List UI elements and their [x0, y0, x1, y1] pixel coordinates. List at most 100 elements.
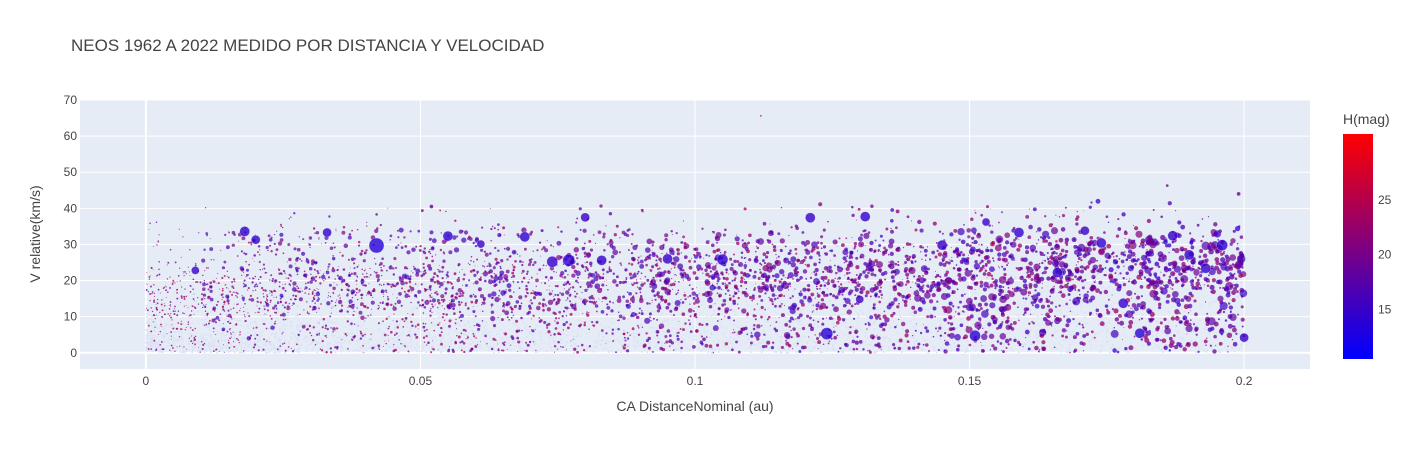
cloud-point: [388, 316, 391, 319]
cloud-point: [876, 350, 879, 353]
cloud-point: [490, 239, 492, 242]
cloud-point: [1213, 345, 1216, 348]
cloud-point: [339, 350, 342, 353]
cloud-point: [612, 302, 614, 304]
cloud-point: [153, 299, 155, 302]
cloud-point: [278, 281, 281, 284]
cloud-point: [205, 304, 207, 306]
cloud-point: [738, 339, 741, 342]
cloud-point: [152, 334, 155, 337]
cloud-point: [416, 307, 418, 309]
cloud-point: [874, 320, 877, 323]
cloud-point: [236, 337, 238, 340]
cloud-point: [1133, 226, 1139, 231]
cloud-point: [581, 328, 584, 331]
cloud-point: [225, 312, 228, 315]
cloud-point: [1003, 318, 1006, 321]
cloud-point: [529, 331, 531, 334]
cloud-point: [382, 293, 384, 295]
cloud-point: [462, 328, 466, 332]
cloud-point: [1180, 284, 1184, 288]
cloud-point: [898, 302, 900, 305]
cloud-point: [525, 284, 528, 288]
cloud-point: [733, 323, 736, 326]
cloud-point: [146, 309, 149, 312]
cloud-point: [889, 340, 892, 343]
cloud-point: [1162, 323, 1165, 326]
cloud-point: [630, 333, 632, 335]
cloud-point: [365, 332, 368, 335]
cloud-point: [276, 323, 279, 326]
cloud-point: [780, 349, 782, 352]
cloud-point: [451, 319, 454, 321]
cloud-point: [649, 316, 651, 319]
cloud-point: [628, 331, 631, 334]
cloud-point: [964, 293, 966, 296]
cloud-point: [700, 350, 703, 352]
cloud-point: [1179, 312, 1181, 315]
cloud-point: [850, 349, 853, 352]
cloud-point: [772, 317, 775, 319]
cloud-point: [896, 332, 899, 335]
cloud-point: [717, 340, 720, 343]
cloud-point: [653, 294, 657, 297]
cloud-point: [763, 343, 766, 346]
cloud-point: [540, 282, 542, 284]
cloud-point: [281, 226, 284, 229]
cloud-point: [637, 326, 640, 329]
cloud-point: [935, 333, 938, 336]
cloud-point: [199, 281, 202, 284]
cloud-point: [763, 315, 766, 318]
cloud-point: [426, 344, 428, 346]
cloud-point: [534, 343, 537, 346]
cloud-point: [431, 259, 434, 263]
cloud-point: [172, 282, 174, 284]
cloud-point: [546, 289, 548, 291]
cloud-point: [165, 323, 168, 326]
cloud-point: [762, 252, 767, 256]
cloud-point: [287, 296, 290, 299]
cloud-point: [476, 270, 479, 274]
cloud-point: [1197, 345, 1200, 348]
cloud-point: [522, 276, 526, 280]
cloud-point: [1083, 278, 1087, 282]
cloud-point: [271, 332, 274, 335]
cloud-point: [198, 232, 200, 234]
cloud-point: [974, 292, 977, 295]
cloud-point: [1091, 336, 1094, 339]
cloud-point: [670, 301, 673, 304]
cloud-point: [615, 328, 618, 330]
cloud-point: [321, 345, 324, 348]
cloud-point: [1025, 214, 1030, 219]
cloud-point: [472, 294, 475, 297]
cloud-point: [805, 278, 808, 280]
cloud-point: [951, 257, 953, 258]
cloud-point: [227, 276, 230, 279]
cloud-point: [849, 315, 852, 318]
cloud-point: [744, 326, 748, 331]
cloud-point: [1094, 335, 1097, 338]
cloud-point: [810, 327, 814, 332]
cloud-point: [796, 342, 799, 345]
cloud-point: [222, 296, 224, 299]
cloud-point: [157, 340, 160, 343]
cloud-point: [324, 242, 327, 244]
cloud-point: [257, 344, 260, 347]
cloud-point: [788, 329, 791, 332]
cloud-point: [692, 271, 697, 275]
cloud-point: [737, 350, 741, 354]
cloud-point: [318, 330, 320, 333]
cloud-point: [151, 292, 153, 295]
cloud-point: [769, 283, 773, 287]
cloud-point: [625, 349, 630, 353]
cloud-point: [387, 327, 390, 330]
cloud-point: [260, 334, 263, 337]
cloud-point: [1027, 291, 1032, 295]
cloud-point: [196, 281, 199, 283]
cloud-point: [736, 241, 740, 246]
cloud-point: [914, 228, 918, 232]
cloud-point: [575, 344, 578, 347]
cloud-point: [282, 318, 285, 321]
cloud-point: [737, 336, 740, 338]
cloud-point: [193, 339, 196, 342]
